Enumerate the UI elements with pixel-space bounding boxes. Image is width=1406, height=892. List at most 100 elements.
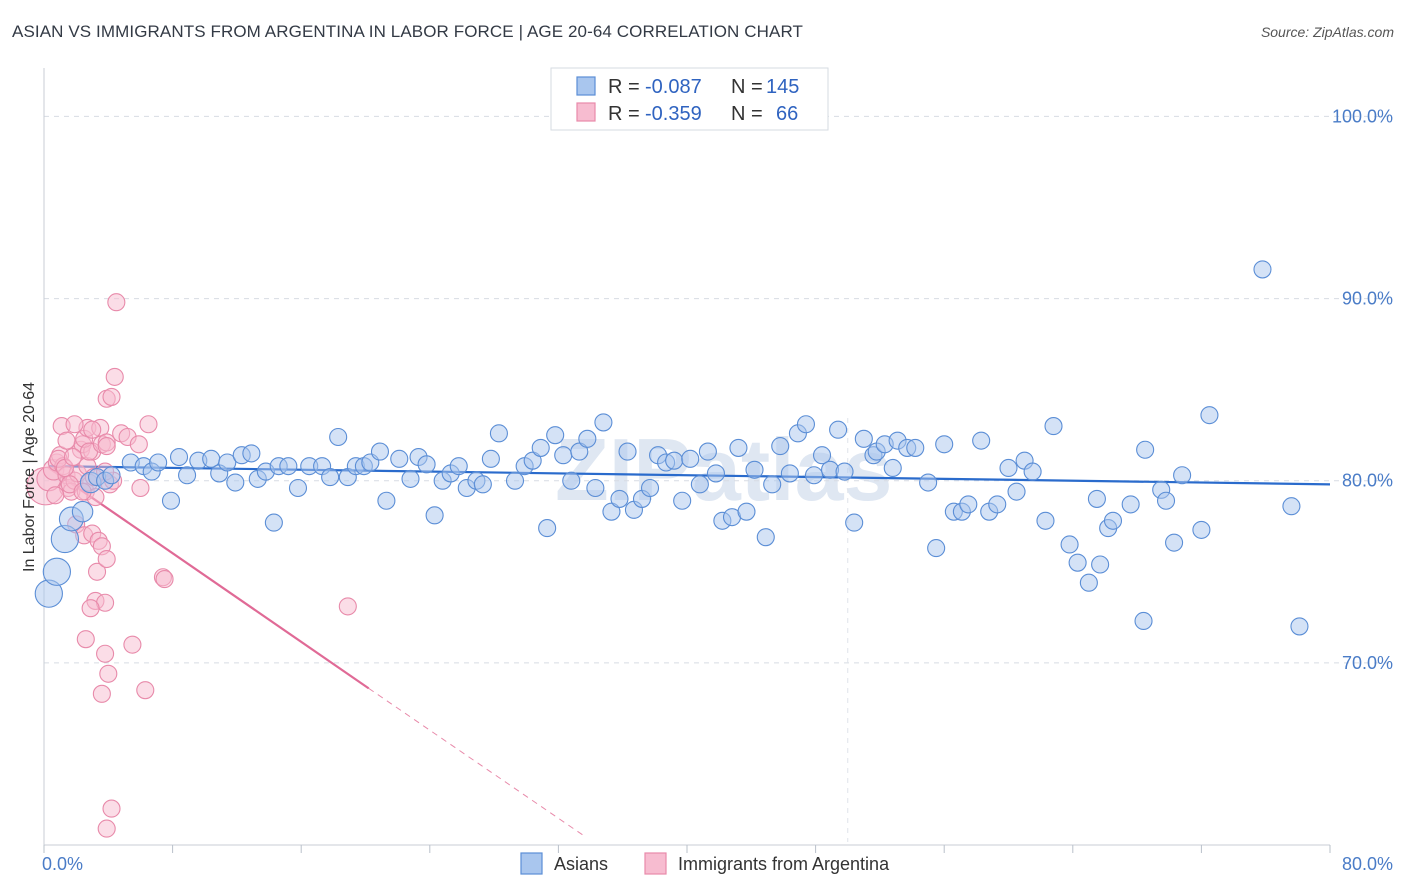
trend-line-argentina-extension (368, 687, 585, 837)
asians-point-105 (935, 435, 954, 454)
asians-point-93 (835, 462, 854, 481)
asians-point-77 (706, 464, 725, 483)
asians-point-64 (602, 502, 621, 521)
argentina-point-14 (46, 486, 65, 505)
asians-point-122 (1091, 555, 1110, 574)
argentina-point-53 (105, 367, 124, 386)
bottom-legend-swatch-argentina (644, 852, 667, 875)
asians-point-62 (586, 478, 605, 498)
asians-point-80 (729, 438, 748, 457)
argentina-point-59 (136, 681, 155, 700)
argentina-point-58 (131, 478, 150, 498)
asians-point-81 (737, 502, 756, 521)
x-tick-label-0: 0.0% (42, 854, 83, 874)
asians-point-1 (42, 557, 72, 586)
asians-point-82 (745, 460, 764, 479)
asians-point-124 (1103, 511, 1123, 530)
y-tick-label-1: 90.0% (1342, 289, 1393, 309)
asians-point-39 (390, 449, 409, 468)
argentina-point-48 (96, 644, 115, 663)
asians-point-12 (149, 453, 168, 472)
asians-point-74 (681, 449, 700, 468)
argentina-point-50 (92, 684, 111, 703)
asians-point-31 (321, 468, 340, 487)
argentina-point-46 (81, 599, 100, 618)
asians-point-37 (370, 442, 390, 461)
legend-swatch-asians (576, 76, 596, 96)
asians-point-108 (959, 495, 978, 514)
asians-point-121 (1087, 489, 1106, 508)
argentina-point-37 (97, 437, 116, 456)
asians-point-42 (417, 455, 436, 474)
y-tick-label-3: 70.0% (1342, 653, 1393, 673)
asians-point-69 (640, 478, 660, 498)
asians-point-28 (288, 478, 308, 498)
asians-point-75 (690, 475, 709, 494)
asians-point-38 (377, 491, 396, 510)
asians-point-136 (1290, 617, 1309, 636)
argentina-point-67 (65, 415, 84, 434)
asians-point-86 (780, 464, 799, 483)
argentina-points (26, 293, 357, 838)
asians-point-13 (161, 491, 181, 510)
asians-point-120 (1079, 573, 1098, 592)
asians-point-132 (1192, 520, 1211, 539)
legend-r-label-argentina: R = (608, 103, 640, 125)
asians-point-57 (546, 426, 565, 445)
bottom-legend: Asians Immigrants from Argentina (520, 852, 890, 875)
asians-point-83 (756, 528, 775, 547)
asians-point-51 (489, 424, 508, 443)
asians-point-118 (1060, 535, 1079, 554)
asians-points (34, 260, 1309, 636)
asians-point-46 (449, 457, 468, 476)
asians-point-125 (1121, 495, 1140, 514)
asians-point-119 (1068, 553, 1087, 572)
x-tick-label-1: 80.0% (1342, 854, 1393, 874)
asians-point-111 (988, 495, 1007, 514)
argentina-point-65 (338, 597, 357, 616)
y-tick-label-2: 80.0% (1342, 471, 1393, 491)
asians-point-40 (401, 469, 420, 488)
argentina-point-57 (123, 635, 142, 654)
trend-line-argentina (48, 467, 370, 690)
bottom-legend-label-argentina: Immigrants from Argentina (678, 854, 890, 874)
asians-point-60 (570, 442, 589, 461)
asians-point-63 (594, 413, 613, 432)
asians-point-95 (854, 429, 873, 448)
asians-point-115 (1023, 462, 1042, 481)
y-tick-label-0: 100.0% (1332, 106, 1393, 126)
asians-point-117 (1044, 417, 1063, 436)
legend-r-label-asians: R = (608, 76, 640, 98)
legend-box: R = -0.087 N = 145 R = -0.359 N = 66 (550, 67, 829, 131)
asians-point-112 (999, 458, 1018, 478)
argentina-point-47 (76, 630, 95, 649)
asians-point-84 (763, 475, 782, 494)
asians-point-49 (473, 475, 492, 494)
asians-point-90 (812, 446, 832, 465)
asians-point-55 (531, 438, 550, 457)
asians-point-102 (906, 438, 925, 457)
axes (43, 68, 1331, 853)
argentina-point-20 (63, 447, 82, 467)
legend-n-label-argentina: N = (731, 103, 763, 125)
asians-point-130 (1165, 533, 1184, 552)
asians-point-126 (1134, 611, 1153, 631)
argentina-point-42 (87, 562, 107, 581)
asians-point-22 (242, 444, 261, 463)
asians-point-76 (698, 442, 717, 461)
legend-n-label-asians: N = (731, 76, 763, 98)
asians-point-65 (610, 489, 629, 508)
argentina-point-66 (129, 435, 148, 454)
asians-point-89 (804, 466, 824, 485)
asians-point-52 (505, 471, 525, 490)
legend-n-value-argentina: 66 (776, 103, 798, 125)
asians-point-59 (562, 471, 581, 490)
asians-point-94 (845, 513, 864, 532)
argentina-point-60 (139, 415, 158, 434)
asians-point-8 (102, 466, 121, 485)
asians-point-66 (618, 442, 637, 461)
asians-point-50 (481, 449, 500, 468)
asians-point-58 (554, 446, 573, 465)
asians-point-135 (1282, 497, 1301, 516)
asians-point-133 (1200, 406, 1219, 425)
